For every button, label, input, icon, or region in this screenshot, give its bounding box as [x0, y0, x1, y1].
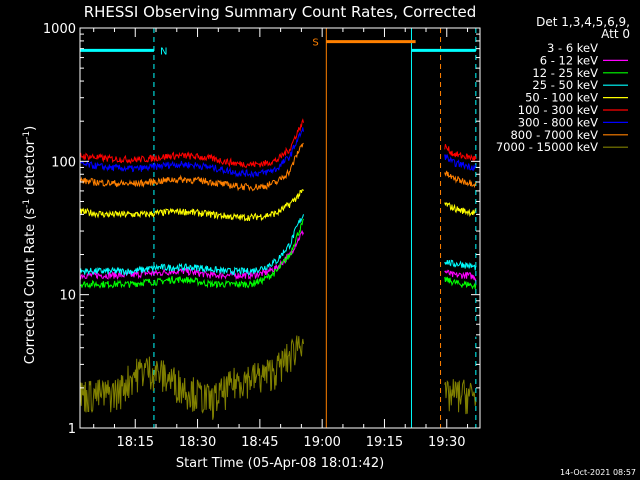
legend-label: 100 - 300 keV	[518, 103, 598, 117]
y-tick-label: 10	[59, 289, 76, 304]
footer-timestamp: 14-Oct-2021 08:57	[560, 468, 636, 477]
series-line-before	[79, 118, 304, 169]
series-line-after	[444, 153, 477, 172]
y-axis-label-mid: detector	[23, 139, 38, 199]
y-axis-label-sup1: -1	[22, 199, 32, 208]
plot-frame	[79, 27, 481, 429]
legend-header-2: Att 0	[601, 27, 630, 41]
legend-label: 6 - 12 keV	[540, 53, 598, 67]
flag-label: N	[160, 46, 167, 57]
legend-label: 800 - 7000 keV	[510, 128, 598, 142]
x-tick-label: 19:15	[366, 435, 403, 450]
series-line-after	[444, 276, 477, 290]
y-axis-label: Corrected Count Rate (s-1 detector-1)	[22, 126, 38, 364]
legend-label: 300 - 800 keV	[518, 115, 598, 129]
series-3-6kev-shadow	[78, 279, 305, 336]
series-line-before	[79, 189, 304, 222]
x-tick-label: 18:30	[179, 435, 216, 450]
series-line-after	[444, 259, 477, 271]
series-line-before	[79, 127, 304, 179]
series-line-after	[444, 269, 477, 282]
legend-label: 12 - 25 keV	[532, 66, 598, 80]
legend-label: 50 - 100 keV	[525, 91, 598, 105]
series-line-before	[79, 218, 304, 290]
y-axis-label-main: Corrected Count Rate (s	[23, 208, 38, 365]
series-3-6kev-shadow	[443, 316, 477, 341]
legend-label: 25 - 50 keV	[532, 78, 598, 92]
y-axis-label-sup2: -1	[22, 131, 32, 140]
series-line-before	[79, 214, 304, 276]
series-line-after	[444, 379, 477, 415]
series-line-before	[79, 230, 304, 281]
y-tick-label: 1000	[43, 22, 76, 37]
series-line-after	[444, 315, 477, 341]
chart-title: RHESSI Observing Summary Count Rates, Co…	[84, 3, 477, 21]
series-line-before	[79, 142, 304, 192]
y-tick-label: 1	[68, 422, 76, 437]
flag-label: S	[312, 38, 318, 49]
x-tick-label: 18:15	[117, 435, 154, 450]
x-tick-label: 18:45	[241, 435, 278, 450]
x-tick-label: 19:30	[428, 435, 465, 450]
legend-label: 3 - 6 keV	[547, 41, 598, 55]
series-line-after	[444, 170, 477, 189]
legend-header-1: Det 1,3,4,5,6,9,	[536, 15, 630, 29]
x-axis-label: Start Time (05-Apr-08 18:01:42)	[176, 456, 384, 471]
y-axis-label-end: )	[23, 126, 38, 131]
legend-label: 7000 - 15000 keV	[496, 140, 598, 154]
x-tick-label: 19:00	[303, 435, 340, 450]
plot-area: N S 1 10 100 1000 18:15 18:30 18:45 19:00 19:15 19:…	[43, 22, 481, 450]
y-tick-label: 100	[51, 155, 76, 170]
series-line-before	[79, 335, 304, 420]
series-line-after	[444, 144, 477, 162]
series-line-after	[444, 202, 477, 217]
